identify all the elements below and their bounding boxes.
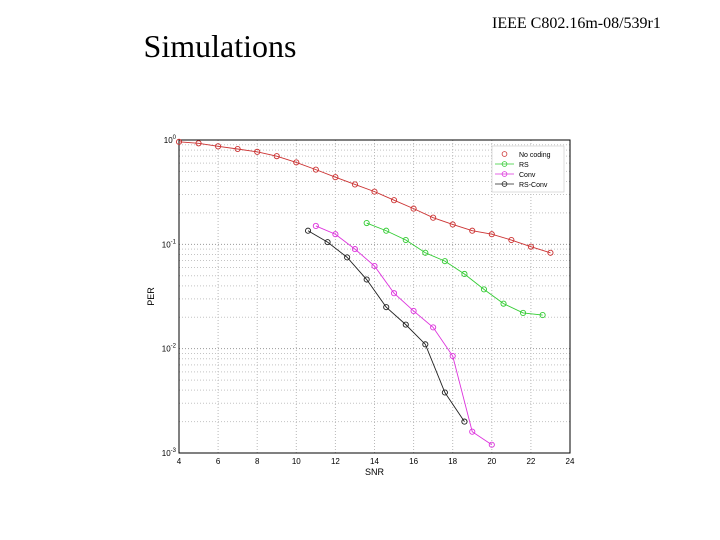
data-point-rs-conv — [422, 341, 429, 348]
document-id: IEEE C802.16m-08/539r1 — [492, 15, 661, 32]
data-point-no-coding — [215, 143, 222, 150]
x-tick-label: 12 — [331, 457, 340, 466]
plot-frame — [178, 139, 571, 454]
data-point-conv — [410, 307, 417, 314]
x-tick-label: 4 — [177, 457, 182, 466]
data-point-rs-conv — [324, 239, 331, 246]
x-tick-label: 20 — [487, 457, 496, 466]
y-tick-label: 10-2 — [162, 344, 177, 354]
data-point-no-coding — [488, 231, 495, 238]
y-axis-label: PER — [146, 287, 156, 306]
axis-layer: SNR PER 4 6 8 10 12 14 16 18 20 22 24 100 10-1 10-2 10… — [146, 135, 575, 477]
data-point-rs-conv — [402, 321, 409, 328]
series-line-rs-conv — [307, 230, 465, 422]
data-point-conv — [390, 290, 398, 297]
data-point-rs — [422, 249, 429, 256]
legend-marker-conv — [501, 171, 508, 177]
data-point-no-coding — [430, 214, 437, 221]
x-tick-label: 10 — [292, 457, 301, 466]
grid — [178, 140, 571, 454]
y-tick-label: 100 — [164, 135, 177, 145]
x-tick-label: 6 — [216, 457, 221, 466]
legend-marker-rs — [501, 161, 508, 167]
data-point-rs — [363, 219, 370, 227]
data-point-no-coding — [293, 159, 300, 166]
legend-marker-rs-conv — [501, 181, 508, 187]
data-point-no-coding — [449, 221, 456, 228]
legend: No coding RS Conv RS-Conv — [491, 145, 565, 193]
data-point-rs — [441, 258, 448, 265]
data-point-no-coding — [195, 140, 202, 147]
y-tick-label: 10-3 — [162, 448, 177, 458]
data-point-conv — [430, 324, 437, 331]
data-point-rs — [520, 309, 527, 316]
data-point-no-coding — [175, 138, 183, 145]
x-tick-label: 14 — [370, 457, 379, 466]
data-point-rs-conv — [441, 389, 448, 396]
data-point-no-coding — [273, 153, 280, 160]
data-point-conv — [351, 246, 359, 253]
data-point-rs-conv — [363, 276, 370, 283]
data-point-no-coding — [469, 227, 476, 234]
series-line-no-coding — [178, 141, 551, 254]
data-point-rs — [500, 300, 507, 307]
data-point-rs — [461, 270, 468, 278]
series-line-conv — [315, 225, 493, 446]
x-axis-label: SNR — [365, 467, 385, 477]
data-point-no-coding — [234, 145, 241, 153]
data-point-rs — [383, 227, 390, 234]
data-point-rs — [539, 311, 546, 319]
data-point-no-coding — [351, 181, 359, 188]
data-point-no-coding — [410, 205, 417, 212]
x-tick-label: 24 — [566, 457, 575, 466]
data-point-no-coding — [371, 188, 378, 195]
data-point-no-coding — [390, 197, 398, 204]
x-tick-label: 22 — [526, 457, 535, 466]
data-point-no-coding — [508, 236, 515, 244]
legend-label-rs: RS — [519, 162, 529, 169]
data-point-rs-conv — [344, 254, 351, 261]
data-point-conv — [449, 352, 456, 360]
data-point-conv — [332, 231, 339, 238]
x-tick-label: 16 — [409, 457, 418, 466]
data-point-conv — [488, 441, 495, 448]
data-point-conv — [371, 262, 378, 270]
legend-label-conv: Conv — [519, 172, 536, 179]
data-point-rs — [402, 236, 409, 244]
data-point-rs-conv — [383, 304, 390, 311]
data-point-conv — [312, 222, 319, 230]
legend-label-rs-conv: RS-Conv — [519, 182, 548, 189]
data-point-rs-conv — [304, 227, 312, 234]
series-layer — [175, 138, 554, 448]
slide-title: Simulations — [143, 28, 297, 64]
data-point-rs — [480, 286, 488, 293]
data-point-no-coding — [312, 166, 319, 173]
data-point-rs-conv — [461, 418, 468, 425]
legend-marker-no-coding — [501, 151, 508, 157]
data-point-no-coding — [527, 243, 534, 250]
legend-label-no-coding: No coding — [519, 152, 551, 159]
data-point-no-coding — [332, 174, 339, 181]
y-tick-label: 10-1 — [162, 239, 177, 249]
data-point-no-coding — [254, 148, 261, 155]
data-point-conv — [469, 428, 476, 435]
x-tick-label: 18 — [448, 457, 457, 466]
data-point-no-coding — [547, 249, 554, 256]
x-tick-label: 8 — [255, 457, 260, 466]
series-line-rs — [366, 222, 543, 316]
